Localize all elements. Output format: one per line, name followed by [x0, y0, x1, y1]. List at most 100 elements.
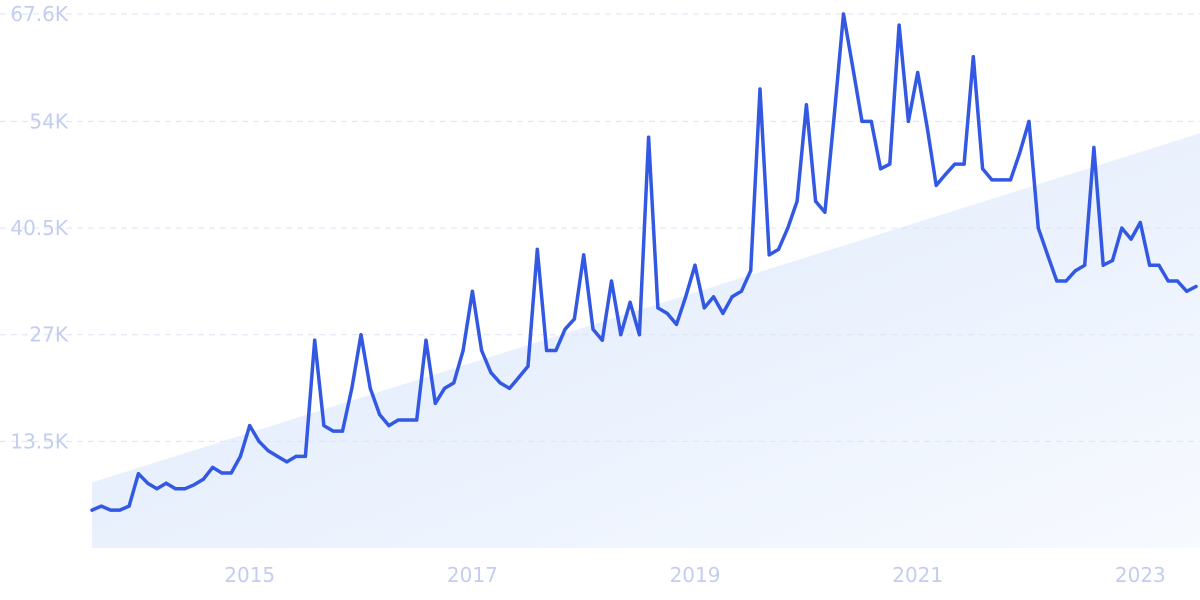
data-point [248, 424, 252, 428]
data-point [823, 210, 827, 214]
data-point [1046, 253, 1050, 257]
data-point [109, 508, 113, 512]
data-point [238, 454, 242, 458]
data-point [841, 12, 846, 16]
data-point [1073, 269, 1077, 273]
y-tick-label: 13.5K [10, 429, 69, 453]
data-point [665, 311, 669, 315]
data-point [489, 371, 493, 375]
data-point [470, 289, 474, 293]
data-point [1194, 284, 1198, 289]
x-axis-ticks: 2015 2017 2019 2021 2023 [224, 563, 1166, 587]
data-point [999, 178, 1003, 182]
data-point [721, 311, 725, 315]
data-point [962, 162, 966, 166]
y-axis-ticks: 13.5K 27K 40.5K 54K 67.6K [10, 2, 69, 453]
data-point [118, 508, 122, 512]
data-point [1166, 279, 1170, 283]
data-point [647, 135, 651, 139]
data-point [1129, 237, 1133, 241]
data-point [554, 348, 558, 353]
data-point [313, 338, 317, 342]
data-point [1157, 263, 1161, 267]
data-point [786, 226, 790, 230]
data-point [285, 460, 289, 464]
y-tick-label: 67.6K [10, 2, 69, 26]
data-point [378, 412, 382, 417]
data-point [916, 70, 920, 75]
data-point [1018, 151, 1022, 155]
x-tick-label: 2023 [1115, 563, 1166, 587]
data-point [619, 333, 623, 337]
data-point [1055, 279, 1059, 283]
data-point [220, 471, 224, 475]
x-tick-label: 2019 [670, 563, 721, 587]
data-point [1083, 263, 1087, 267]
gridlines [0, 13, 1200, 442]
data-point [90, 508, 94, 512]
data-point [869, 119, 873, 123]
data-point [897, 23, 901, 27]
data-point [368, 386, 372, 390]
data-point [415, 418, 419, 422]
data-point [433, 401, 437, 405]
data-point [1064, 279, 1068, 283]
data-point [832, 114, 836, 118]
data-point [712, 295, 716, 299]
trend-area-layer [92, 133, 1200, 548]
data-point [906, 119, 911, 123]
data-point [507, 386, 512, 390]
x-tick-label: 2021 [892, 563, 943, 587]
data-point [609, 279, 614, 283]
data-point [480, 348, 484, 353]
data-point [424, 338, 428, 342]
data-point [730, 295, 734, 299]
data-point [350, 386, 354, 390]
data-point [814, 199, 818, 203]
data-point [628, 300, 632, 304]
data-point [331, 429, 335, 433]
data-point [545, 348, 549, 353]
data-point [1175, 279, 1179, 283]
data-point [136, 472, 140, 476]
x-tick-label: 2017 [447, 563, 498, 587]
data-point [164, 481, 168, 485]
data-point [674, 322, 679, 326]
data-point [442, 386, 447, 390]
data-point [953, 162, 957, 166]
data-point [879, 167, 883, 171]
data-point [739, 289, 744, 293]
data-point [1036, 226, 1040, 230]
data-point [804, 103, 809, 107]
series-line-layer [90, 12, 1198, 512]
data-point [749, 269, 753, 273]
data-point [1092, 145, 1096, 150]
data-point [257, 439, 261, 443]
data-point [795, 199, 799, 203]
data-point [294, 454, 298, 458]
data-point [990, 178, 994, 182]
data-point [183, 487, 187, 491]
data-point [1148, 263, 1152, 267]
data-point [767, 253, 771, 257]
data-point [702, 306, 706, 310]
data-point [461, 348, 465, 353]
data-point [229, 471, 233, 475]
data-point [1138, 220, 1142, 225]
data-point [582, 253, 586, 257]
data-point [1008, 178, 1013, 182]
trend-area [92, 133, 1200, 548]
data-point [146, 481, 150, 485]
data-point [517, 375, 521, 379]
data-point [155, 487, 159, 491]
data-point [192, 483, 196, 487]
y-tick-label: 54K [29, 109, 68, 133]
data-point [387, 424, 391, 428]
data-point [405, 418, 409, 422]
data-point [693, 263, 697, 267]
data-point [1027, 119, 1031, 123]
data-point [275, 454, 280, 458]
data-point [758, 87, 762, 91]
data-point [860, 119, 864, 123]
data-point [600, 338, 604, 342]
